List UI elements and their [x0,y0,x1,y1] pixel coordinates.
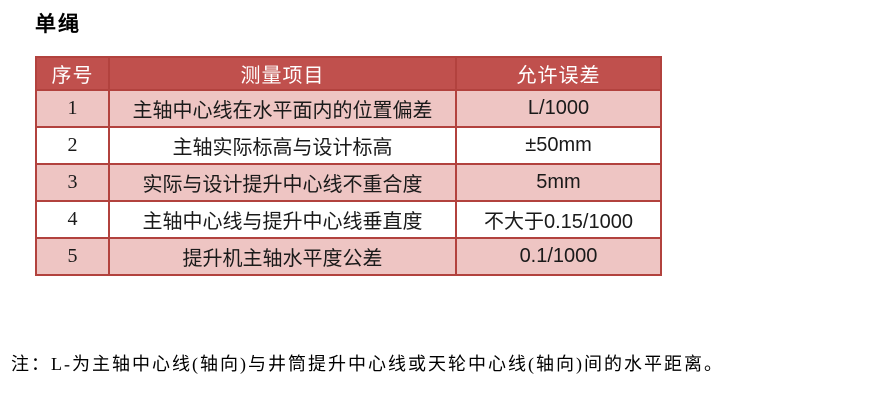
page-title: 单绳 [35,13,81,36]
cell-tolerance: ±50mm [455,126,662,165]
cell-tolerance: 5mm [455,163,662,202]
tolerance-table: 序号 测量项目 允许误差 1 主轴中心线在水平面内的位置偏差 L/1000 2 … [35,56,662,276]
table-header-row: 序号 测量项目 允许误差 [35,56,662,91]
cell-item: 提升机主轴水平度公差 [108,237,457,276]
cell-seq: 2 [35,126,110,165]
cell-item: 实际与设计提升中心线不重合度 [108,163,457,202]
table-row: 2 主轴实际标高与设计标高 ±50mm [35,126,662,165]
cell-seq: 3 [35,163,110,202]
cell-item: 主轴实际标高与设计标高 [108,126,457,165]
cell-seq: 1 [35,89,110,128]
cell-tolerance: 0.1/1000 [455,237,662,276]
table-row: 3 实际与设计提升中心线不重合度 5mm [35,163,662,202]
cell-seq: 4 [35,200,110,239]
col-header-seq: 序号 [35,56,110,91]
cell-tolerance: L/1000 [455,89,662,128]
table-row: 4 主轴中心线与提升中心线垂直度 不大于0.15/1000 [35,200,662,239]
cell-tolerance: 不大于0.15/1000 [455,200,662,239]
cell-item: 主轴中心线与提升中心线垂直度 [108,200,457,239]
footnote: 注：L-为主轴中心线(轴向)与井筒提升中心线或天轮中心线(轴向)间的水平距离。 [11,354,724,374]
table-row: 1 主轴中心线在水平面内的位置偏差 L/1000 [35,89,662,128]
col-header-item: 测量项目 [108,56,457,91]
col-header-tolerance: 允许误差 [455,56,662,91]
cell-item: 主轴中心线在水平面内的位置偏差 [108,89,457,128]
table-row: 5 提升机主轴水平度公差 0.1/1000 [35,237,662,276]
cell-seq: 5 [35,237,110,276]
